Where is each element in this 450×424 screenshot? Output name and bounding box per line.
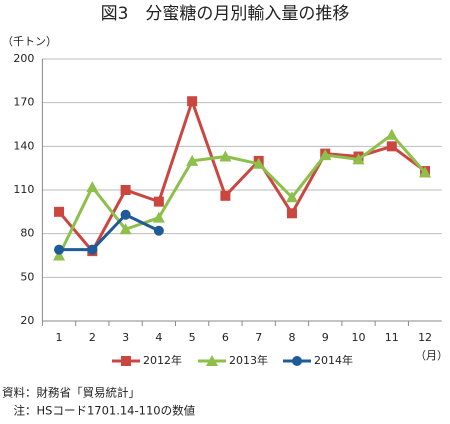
y-tick-label: 200 [13,52,34,65]
x-tick-label: 11 [385,331,399,344]
x-tick-label: 1 [56,331,63,344]
x-tick-label: 3 [122,331,129,344]
marker [54,244,65,255]
marker [153,196,164,207]
legend-label: 2013年 [229,353,268,367]
note: 資料：財務省「貿易統計」 [2,386,140,400]
y-tick-label: 140 [13,139,34,152]
marker [252,157,265,169]
chart-title: 図3 分蜜糖の月別輸入量の推移 [101,4,350,24]
marker [292,356,302,366]
marker [54,206,65,217]
y-tick-label: 80 [20,227,34,240]
x-tick-label: 4 [155,331,162,344]
marker [386,141,397,152]
marker [53,249,66,261]
y-tick-label: 50 [20,270,34,283]
y-tick-label: 170 [13,96,34,109]
line [59,213,160,252]
x-tick-label: 9 [322,331,329,344]
marker [220,190,231,201]
x-tick-label: 7 [255,331,262,344]
legend-label: 2014年 [314,353,353,367]
x-axis-label: （月） [415,349,448,362]
marker [419,166,432,178]
legend-label: 2012年 [143,353,182,367]
y-tick-label: 20 [20,314,34,327]
x-tick-label: 12 [418,331,432,344]
marker [119,223,132,235]
marker [121,356,131,366]
marker [319,149,332,161]
marker [86,181,99,193]
marker [219,150,232,162]
marker [186,154,199,166]
note: 注：HSコード1701.14-110の数値 [2,404,196,418]
y-axis-label: （千トン） [2,35,57,48]
marker [153,225,164,236]
x-tick-label: 8 [288,331,295,344]
y-tick-label: 110 [13,183,34,196]
marker [286,208,297,219]
marker [285,191,298,203]
marker [120,209,131,220]
marker [187,96,198,107]
marker [352,153,365,165]
x-tick-label: 2 [89,331,96,344]
marker [120,185,131,195]
marker [87,244,98,255]
marker [206,355,218,366]
marker [385,128,398,140]
x-tick-label: 5 [189,331,196,344]
x-tick-label: 6 [222,331,229,344]
marker [152,211,165,223]
x-tick-label: 10 [352,331,366,344]
